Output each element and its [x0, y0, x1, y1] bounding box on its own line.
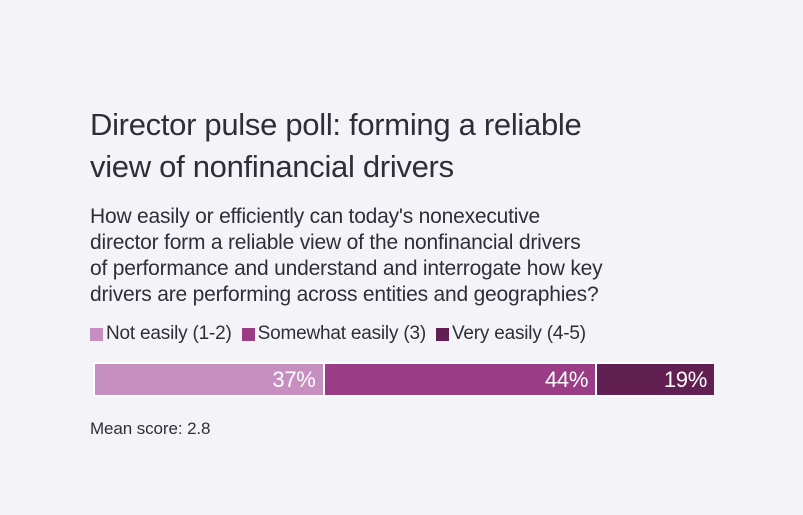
legend-item: Not easily (1-2): [90, 323, 232, 345]
legend-label: Somewhat easily (3): [257, 323, 427, 344]
legend-label: Not easily (1-2): [106, 323, 232, 344]
bar-segment-value-label: 44%: [545, 366, 589, 392]
chart-question-line: director form a reliable view of the non…: [90, 231, 581, 254]
bar-segment: 37%: [95, 364, 323, 395]
bar-segment: 44%: [324, 364, 596, 395]
legend-item: Somewhat easily (3): [241, 323, 427, 345]
chart-legend: Not easily (1-2) Somewhat easily (3) Very …: [90, 323, 740, 345]
chart-question-line: drivers are performing across entities a…: [90, 283, 599, 306]
chart-content: Director pulse poll: forming a reliable …: [90, 104, 740, 439]
page-title-line: view of nonfinancial drivers: [90, 149, 454, 184]
legend-item: Very easily (4-5): [435, 323, 586, 345]
mean-score-label: Mean score: 2.8: [90, 419, 211, 438]
legend-swatch-icon: [90, 327, 103, 341]
chart-question-line: How easily or efficiently can today's no…: [90, 205, 541, 228]
bar-segment-value-label: 37%: [272, 366, 316, 392]
bar-segment-value-label: 19%: [663, 366, 707, 392]
chart-question: How easily or efficiently can today's no…: [90, 204, 740, 308]
page-title: Director pulse poll: forming a reliable …: [90, 104, 740, 188]
bar-segment: 19%: [597, 364, 714, 395]
legend-swatch-icon: [241, 327, 255, 341]
page-title-line: Director pulse poll: forming a reliable: [90, 107, 582, 142]
stacked-bar: 37% 44% 19%: [93, 362, 714, 397]
legend-label: Very easily (4-5): [451, 323, 586, 344]
legend-swatch-icon: [435, 327, 449, 341]
chart-question-line: of performance and understand and interr…: [90, 257, 603, 280]
